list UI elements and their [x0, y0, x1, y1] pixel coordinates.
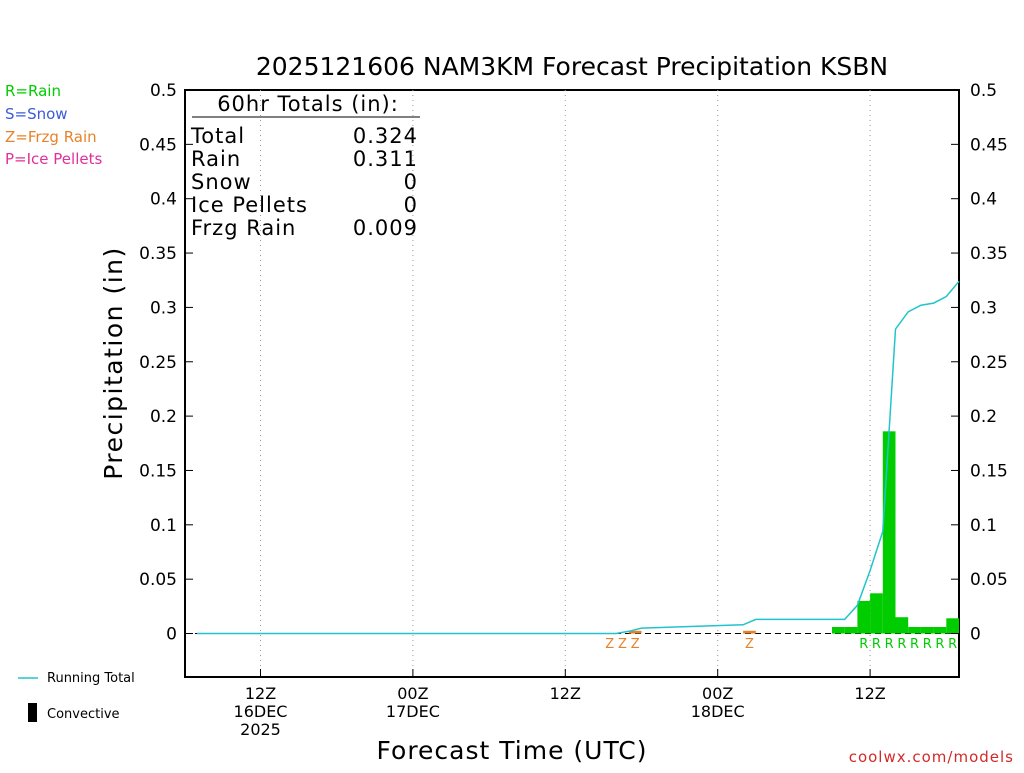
bar-10	[933, 626, 947, 634]
bar-5	[870, 593, 883, 634]
x-axis-label: Forecast Time (UTC)	[377, 736, 648, 765]
chart-title: 2025121606 NAM3KM Forecast Precipitation…	[256, 52, 888, 81]
bar-0	[628, 630, 642, 634]
totals-value-2: 0	[404, 170, 418, 194]
bar-3	[844, 626, 858, 634]
type-marker-3: Z	[745, 637, 754, 652]
precip-bars	[628, 431, 959, 634]
bar-6	[882, 431, 896, 634]
x-tick-label-4-0: 12Z	[854, 684, 885, 703]
type-legend: R=Rain S=Snow Z=Frzg Rain P=Ice Pellets	[5, 82, 102, 168]
legend-ice-pellets: P=Ice Pellets	[5, 150, 102, 168]
bar-1	[743, 630, 756, 634]
type-marker-2: Z	[631, 637, 640, 652]
totals-label-4: Frzg Rain	[191, 216, 296, 240]
type-marker-5: R	[872, 637, 881, 652]
y-tick-label-right-9: 0.45	[970, 135, 1008, 155]
totals-label-3: Ice Pellets	[191, 193, 308, 217]
y-tick-label-right-7: 0.35	[970, 244, 1008, 264]
y-axis-left: 0 0.05 0.1 0.15 0.2 0.25 0.3 0.35 0.4 0.45 0.5	[139, 81, 193, 645]
totals-value-4: 0.009	[353, 216, 418, 240]
y-tick-label-left-4: 0.2	[150, 407, 177, 427]
totals-rows: Total 0.324 Rain 0.311 Snow 0 Ice Pellets 0 Frzg…	[190, 124, 418, 240]
y-axis-right: 0 0.05 0.1 0.15 0.2 0.25 0.3 0.35 0.4 0.45 0.5	[951, 81, 1008, 645]
type-marker-7: R	[897, 637, 906, 652]
y-tick-label-right-8: 0.4	[970, 190, 997, 210]
type-marker-8: R	[910, 637, 919, 652]
legend-convective: Convective	[47, 707, 120, 722]
type-marker-11: R	[948, 637, 957, 652]
bar-2	[832, 626, 845, 634]
bar-4	[857, 600, 871, 634]
type-marker-4: R	[859, 637, 868, 652]
running-total-line	[197, 280, 960, 635]
totals-label-0: Total	[190, 124, 245, 148]
y-tick-label-right-4: 0.2	[970, 407, 997, 427]
y-tick-label-left-8: 0.4	[150, 190, 177, 210]
type-marker-9: R	[923, 637, 932, 652]
y-tick-label-right-6: 0.3	[970, 298, 997, 318]
x-tick-label-0-0: 12Z	[245, 684, 276, 703]
bar-8	[908, 626, 921, 634]
x-tick-label-2-0: 12Z	[550, 684, 581, 703]
totals-value-0: 0.324	[353, 124, 418, 148]
y-tick-label-left-9: 0.45	[139, 135, 177, 155]
x-tick-label-1-0: 00Z	[397, 684, 428, 703]
y-tick-label-right-5: 0.25	[970, 353, 1008, 373]
y-tick-label-left-5: 0.25	[139, 353, 177, 373]
x-tick-label-3-0: 00Z	[702, 684, 733, 703]
type-marker-1: Z	[618, 637, 627, 652]
y-tick-label-left-6: 0.3	[150, 298, 177, 318]
totals-value-1: 0.311	[353, 147, 418, 171]
y-tick-label-right-10: 0.5	[970, 81, 997, 101]
legend-rain: R=Rain	[5, 82, 61, 100]
bar-11	[946, 618, 959, 634]
x-tick-label-0-2: 2025	[240, 720, 281, 739]
bar-7	[895, 617, 909, 634]
y-tick-label-left-7: 0.35	[139, 244, 177, 264]
totals-heading: 60hr Totals (in):	[217, 92, 399, 116]
convective-swatch	[28, 703, 37, 722]
type-marker-0: Z	[605, 637, 614, 652]
totals-table: 60hr Totals (in): Total 0.324 Rain 0.311 Sno…	[190, 92, 420, 240]
legend-snow: S=Snow	[5, 105, 68, 123]
x-tick-label-0-1: 16DEC	[234, 702, 288, 721]
type-marker-10: R	[935, 637, 944, 652]
y-tick-label-right-0: 0	[970, 625, 981, 645]
y-tick-label-right-3: 0.15	[970, 461, 1008, 481]
y-tick-label-left-1: 0.05	[139, 570, 177, 590]
y-axis-label: Precipitation (in)	[99, 246, 128, 480]
legend-running-total: Running Total	[47, 671, 135, 686]
plot-area	[184, 89, 960, 678]
type-marker-6: R	[885, 637, 894, 652]
bar-9	[920, 626, 934, 634]
y-tick-label-left-2: 0.1	[150, 516, 177, 536]
y-tick-label-left-3: 0.15	[139, 461, 177, 481]
totals-label-2: Snow	[191, 170, 252, 194]
y-tick-label-right-1: 0.05	[970, 570, 1008, 590]
totals-label-1: Rain	[191, 147, 241, 171]
gridlines	[260, 90, 871, 677]
x-tick-label-3-1: 18DEC	[691, 702, 745, 721]
y-tick-label-left-0: 0	[166, 625, 177, 645]
totals-value-3: 0	[404, 193, 418, 217]
y-tick-label-right-2: 0.1	[970, 516, 997, 536]
legend-frzg-rain: Z=Frzg Rain	[5, 128, 97, 146]
y-tick-label-left-10: 0.5	[150, 81, 177, 101]
x-tick-label-1-1: 17DEC	[386, 702, 440, 721]
footer-url: coolwx.com/models	[849, 748, 1014, 766]
